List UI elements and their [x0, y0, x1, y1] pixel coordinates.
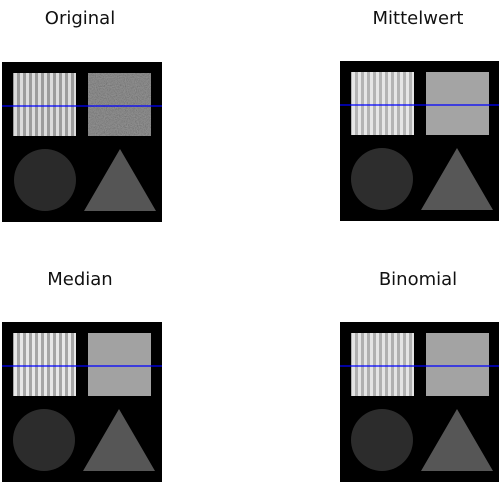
- image-panel-binomial: [340, 322, 499, 482]
- image-median: [2, 322, 162, 482]
- striped-square: [13, 73, 76, 136]
- noisy-square: [88, 73, 151, 136]
- triangle-shape: [83, 409, 155, 471]
- circle-shape: [351, 148, 413, 210]
- triangle-shape: [421, 409, 493, 471]
- smooth-square: [88, 333, 151, 396]
- image-original: [2, 62, 162, 222]
- striped-square: [351, 333, 414, 396]
- circle-shape: [13, 409, 75, 471]
- panel-title-binomial: Binomial: [378, 269, 458, 290]
- striped-square: [13, 333, 76, 396]
- image-binomial: [340, 322, 499, 482]
- smooth-square: [426, 333, 489, 396]
- panel-title-original: Original: [44, 8, 116, 29]
- striped-square: [351, 72, 414, 135]
- triangle-shape: [421, 148, 493, 210]
- panel-title-median: Median: [47, 269, 113, 290]
- image-panel-original: [2, 62, 162, 222]
- image-mittelwert: [340, 61, 499, 221]
- image-panel-median: [2, 322, 162, 482]
- panel-title-mittelwert: Mittelwert: [372, 8, 464, 29]
- triangle-shape: [84, 149, 156, 211]
- circle-shape: [351, 409, 413, 471]
- image-panel-mittelwert: [340, 61, 499, 221]
- circle-shape: [14, 149, 76, 211]
- smooth-square: [426, 72, 489, 135]
